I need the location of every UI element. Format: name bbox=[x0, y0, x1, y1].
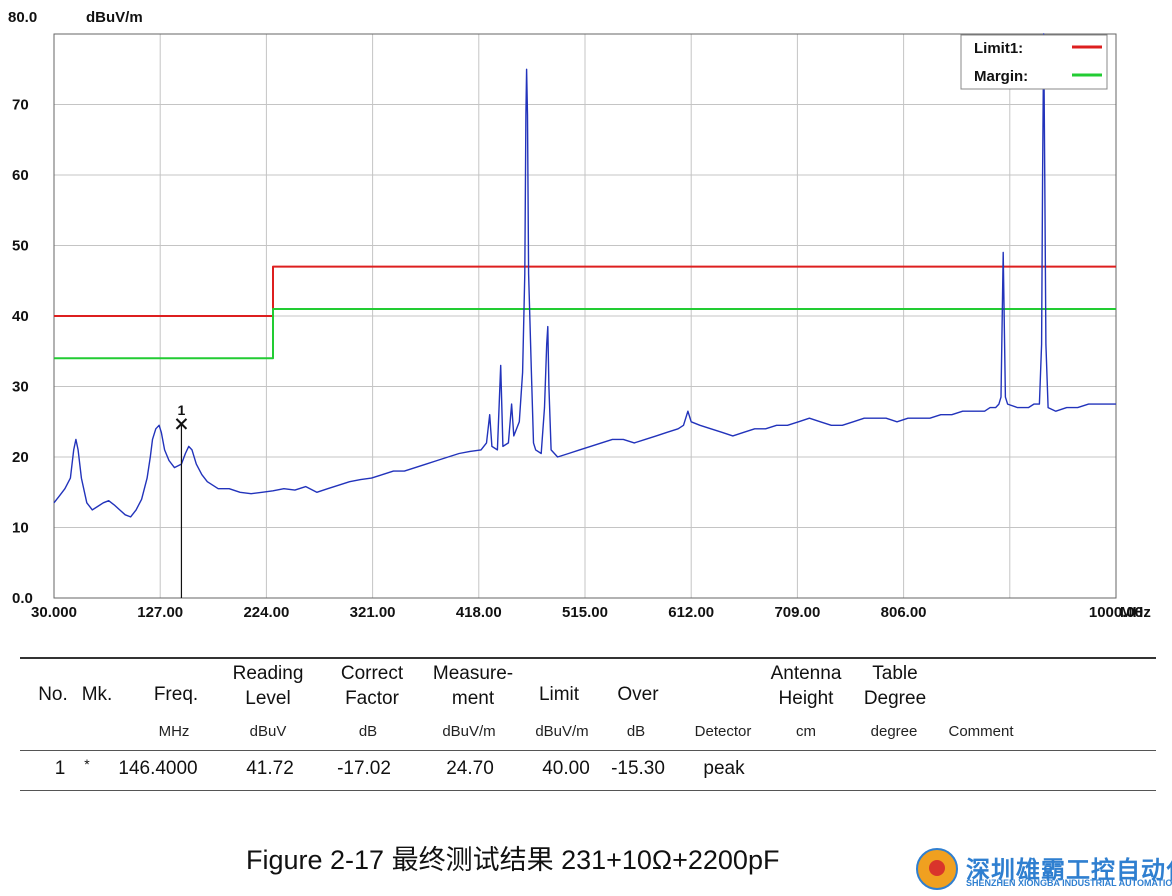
y-tick-label: 10 bbox=[12, 520, 29, 537]
watermark: 深圳雄霸工控自动化 SHENZHEN XIONGBA INDUSTRIAL AU… bbox=[916, 848, 1172, 892]
x-axis-unit-label: MHz bbox=[1120, 604, 1151, 621]
unit-detector: Detector bbox=[694, 723, 752, 740]
y-tick-label: 60 bbox=[12, 167, 29, 184]
axis-ticks: 70 60 50 40 30 20 10 0.030.000 127.00 224.00 321.0… bbox=[12, 97, 1143, 622]
y-axis-unit-label: dBuV/m bbox=[86, 9, 143, 26]
watermark-company-name-en: SHENZHEN XIONGBA INDUSTRIAL AUTOMATION bbox=[966, 878, 1172, 888]
legend-box bbox=[960, 34, 1108, 90]
x-tick-label: 515.00 bbox=[562, 604, 608, 621]
unit-comment: Comment bbox=[948, 723, 1014, 740]
unit-reading: dBuV bbox=[249, 723, 287, 740]
unit-table-degree: degree bbox=[870, 723, 918, 740]
watermark-company-name: 深圳雄霸工控自动化 bbox=[966, 857, 1172, 884]
cell-measurement: 24.70 bbox=[446, 758, 494, 779]
table-header-rule bbox=[20, 750, 1156, 751]
y-tick-label: 0.0 bbox=[12, 590, 33, 607]
cell-reading: 41.72 bbox=[246, 758, 294, 779]
marker-label: 1 bbox=[178, 402, 186, 418]
table-bottom-rule bbox=[20, 790, 1156, 791]
x-tick-label: 224.00 bbox=[243, 604, 289, 621]
x-tick-label: 709.00 bbox=[774, 604, 820, 621]
x-tick-label: 321.00 bbox=[350, 604, 396, 621]
x-tick-label: 30.000 bbox=[31, 604, 77, 621]
col-header-limit: Limit bbox=[538, 684, 580, 705]
col-header-over: Over bbox=[617, 684, 659, 705]
y-tick-label: 50 bbox=[12, 238, 29, 255]
x-tick-label: 418.00 bbox=[456, 604, 502, 621]
legend-label: Margin: bbox=[974, 68, 1028, 85]
col-header-table-degree: Table Degree bbox=[863, 663, 927, 709]
y-tick-label: 70 bbox=[12, 97, 29, 114]
unit-correct: dB bbox=[358, 723, 378, 740]
limit-line bbox=[54, 265, 1116, 317]
cell-no: 1 bbox=[54, 758, 66, 779]
cell-mk: * bbox=[84, 756, 90, 772]
col-header-measurement: Measure- ment bbox=[432, 663, 514, 709]
legend-label: Limit1: bbox=[974, 40, 1023, 57]
y-axis-top-label: 80.0 bbox=[8, 9, 37, 26]
y-tick-label: 30 bbox=[12, 379, 29, 396]
x-tick-label: 806.00 bbox=[881, 604, 927, 621]
emission-chart: 80.0 dBuV/m MHz 70 60 50 40 30 20 10 0.030.000 1… bbox=[8, 9, 1151, 622]
marker-cross-icon bbox=[175, 418, 188, 430]
unit-antenna: cm bbox=[796, 723, 816, 740]
table-top-rule bbox=[20, 657, 1156, 659]
emission-trace bbox=[53, 33, 1116, 518]
margin-line bbox=[54, 308, 1116, 360]
unit-measurement: dBuV/m bbox=[442, 723, 496, 740]
company-logo-icon bbox=[916, 848, 958, 890]
unit-freq: MHz bbox=[158, 723, 190, 740]
cell-correct: -17.02 bbox=[337, 758, 391, 779]
x-tick-label: 1000.00 bbox=[1089, 604, 1143, 621]
chart-legend: Limit1: Margin: bbox=[960, 34, 1108, 90]
col-header-reading: Reading Level bbox=[232, 663, 304, 709]
col-header-correct: Correct Factor bbox=[340, 663, 404, 709]
x-tick-label: 612.00 bbox=[668, 604, 714, 621]
cell-detector: peak bbox=[703, 758, 745, 779]
figure-caption: Figure 2-17 最终测试结果 231+10Ω+2200pF bbox=[246, 845, 780, 875]
x-tick-label: 127.00 bbox=[137, 604, 183, 621]
cell-over: -15.30 bbox=[611, 758, 665, 779]
unit-limit: dBuV/m bbox=[535, 723, 589, 740]
chart-markers: 1 bbox=[175, 402, 188, 598]
col-header-antenna: Antenna Height bbox=[770, 663, 842, 709]
y-tick-label: 40 bbox=[12, 308, 29, 325]
chart-series bbox=[53, 33, 1116, 518]
col-header-no: No. bbox=[38, 684, 68, 705]
cell-freq: 146.4000 bbox=[118, 758, 198, 779]
unit-over: dB bbox=[626, 723, 646, 740]
col-header-freq: Freq. bbox=[153, 684, 199, 705]
y-tick-label: 20 bbox=[12, 449, 29, 466]
col-header-mk: Mk. bbox=[81, 684, 113, 705]
cell-limit: 40.00 bbox=[542, 758, 590, 779]
